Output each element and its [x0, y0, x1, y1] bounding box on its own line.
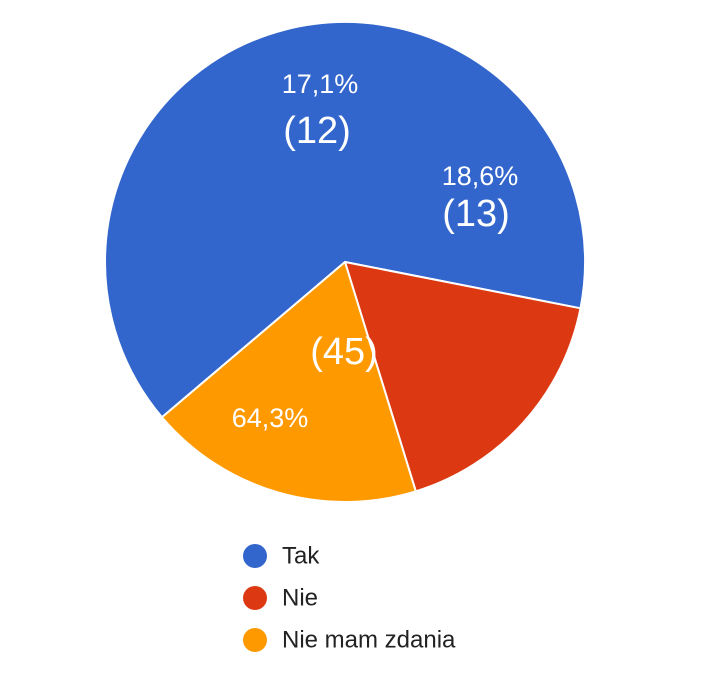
legend-swatch-icon — [243, 544, 267, 568]
legend: Tak Nie Nie mam zdania — [243, 543, 456, 654]
legend-item[interactable]: Nie mam zdania — [243, 627, 456, 654]
pie-slice-tak[interactable] — [104, 21, 586, 419]
pie-slices — [104, 21, 586, 503]
slice-percent-label: 64,3% — [232, 403, 309, 433]
legend-label: Tak — [282, 543, 320, 570]
legend-label: Nie mam zdania — [282, 627, 456, 654]
legend-item[interactable]: Nie — [243, 585, 318, 612]
legend-label: Nie — [282, 585, 318, 612]
pie-slice-labels: 64,3%(45) 17,1% (12) 18,6%(13) — [232, 69, 519, 433]
slice-count-label: (12) — [283, 110, 351, 152]
slice-count-label: (45) — [310, 331, 378, 373]
legend-swatch-icon — [243, 586, 267, 610]
pie-slice-nie-mam-zdania[interactable] — [160, 261, 417, 503]
slice-count-label: (13) — [442, 193, 510, 235]
slice-percent-label: 17,1% — [282, 69, 359, 99]
slice-percent-label: 18,6% — [442, 161, 519, 191]
legend-swatch-icon — [243, 628, 267, 652]
pie-slice-nie[interactable] — [344, 261, 582, 493]
legend-item[interactable]: Tak — [243, 543, 320, 570]
